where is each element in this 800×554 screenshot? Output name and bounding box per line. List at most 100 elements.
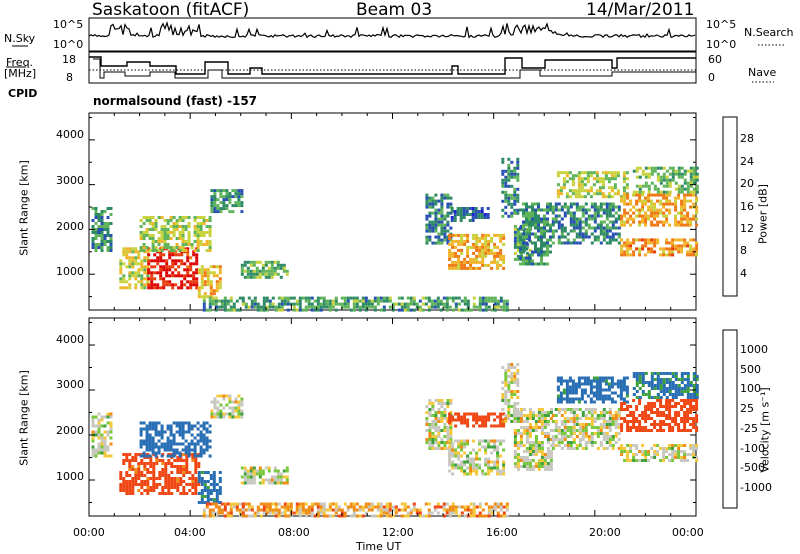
echo-cell: [196, 231, 200, 234]
echo-cell: [208, 243, 212, 246]
echo-cell: [261, 266, 265, 270]
echo-cell: [674, 220, 678, 224]
echo-cell: [674, 387, 678, 390]
echo-cell: [200, 286, 204, 290]
echo-cell: [689, 181, 693, 185]
echo-cell: [162, 283, 166, 287]
echo-cell: [608, 220, 612, 224]
echo-cell: [448, 421, 452, 425]
echo-cell: [229, 308, 233, 312]
echo-cell: [540, 229, 543, 233]
echo-cell: [608, 235, 612, 239]
echo-cell: [516, 242, 520, 246]
echo-cell: [218, 268, 222, 272]
echo-cell: [525, 450, 529, 453]
echo-cell: [671, 175, 675, 179]
echo-cell: [641, 459, 645, 462]
echo-cell: [632, 453, 636, 456]
echo-cell: [496, 254, 500, 258]
echo-cell: [602, 232, 606, 236]
echo-cell: [463, 421, 467, 425]
echo-cell: [385, 514, 389, 518]
echo-cell: [216, 415, 220, 419]
echo-cell: [638, 247, 642, 251]
echo-cell: [100, 240, 104, 243]
echo-cell: [437, 432, 441, 435]
echo-cell: [340, 302, 344, 306]
echo-cell: [128, 474, 132, 477]
echo-cell: [674, 444, 678, 447]
echo-cell: [409, 308, 413, 312]
echo-cell: [563, 202, 567, 206]
echo-cell: [94, 246, 98, 249]
echo-cell: [659, 399, 663, 402]
echo-cell: [516, 417, 520, 420]
echo-cell: [222, 189, 226, 193]
echo-cell: [653, 396, 657, 399]
echo-cell: [668, 384, 672, 387]
echo-cell: [599, 220, 603, 224]
echo-cell: [665, 178, 669, 182]
echo-cell: [647, 393, 651, 396]
echo-cell: [540, 417, 544, 420]
echo-cell: [677, 393, 681, 396]
echo-cell: [586, 192, 590, 196]
echo-cell: [507, 157, 511, 161]
echo-cell: [680, 244, 684, 248]
echo-cell: [490, 251, 494, 255]
echo-cell: [97, 442, 101, 446]
echo-cell: [478, 502, 482, 506]
echo-cell: [448, 233, 452, 237]
echo-cell: [434, 211, 438, 215]
echo-cell: [434, 241, 438, 245]
echo-cell: [522, 414, 526, 417]
echo-cell: [671, 372, 675, 375]
echo-cell: [546, 468, 550, 471]
echo-cell: [563, 408, 567, 411]
echo-cell: [653, 444, 657, 447]
echo-cell: [234, 409, 238, 413]
echo-cell: [169, 448, 173, 452]
echo-cell: [546, 253, 549, 257]
echo-cell: [531, 250, 534, 254]
echo-cell: [212, 471, 216, 474]
echo-cell: [623, 417, 627, 420]
echo-cell: [334, 308, 338, 312]
echo-cell: [487, 233, 491, 237]
echo-cell: [406, 514, 410, 518]
echo-cell: [451, 466, 455, 470]
echo-cell: [94, 454, 98, 458]
echo-cell: [674, 375, 678, 378]
echo-cell: [644, 453, 648, 456]
echo-cell: [128, 274, 132, 278]
echo-cell: [355, 296, 359, 300]
echo-cell: [537, 250, 540, 254]
echo-cell: [577, 189, 581, 193]
echo-cell: [448, 508, 452, 512]
echo-cell: [247, 502, 251, 506]
echo-cell: [572, 226, 576, 230]
echo-cell: [212, 498, 216, 501]
echo-cell: [513, 462, 517, 465]
echo-cell: [451, 472, 455, 476]
echo-cell: [513, 450, 517, 453]
echo-cell: [668, 253, 672, 257]
echo-cell: [501, 393, 505, 396]
echo-cell: [428, 408, 432, 411]
echo-cell: [169, 231, 173, 234]
echo-cell: [125, 256, 129, 260]
echo-cell: [319, 305, 323, 309]
echo-cell: [149, 477, 153, 480]
echo-cell: [531, 414, 535, 417]
echo-cell: [256, 305, 260, 309]
echo-cell: [608, 226, 612, 230]
echo-cell: [445, 508, 449, 512]
echo-cell: [156, 271, 160, 275]
echo-cell: [586, 189, 590, 193]
echo-cell: [205, 219, 209, 222]
echo-cell: [460, 299, 464, 303]
echo-cell: [403, 508, 407, 512]
echo-cell: [361, 302, 365, 306]
echo-cell: [611, 438, 615, 441]
echo-cell: [268, 305, 272, 309]
